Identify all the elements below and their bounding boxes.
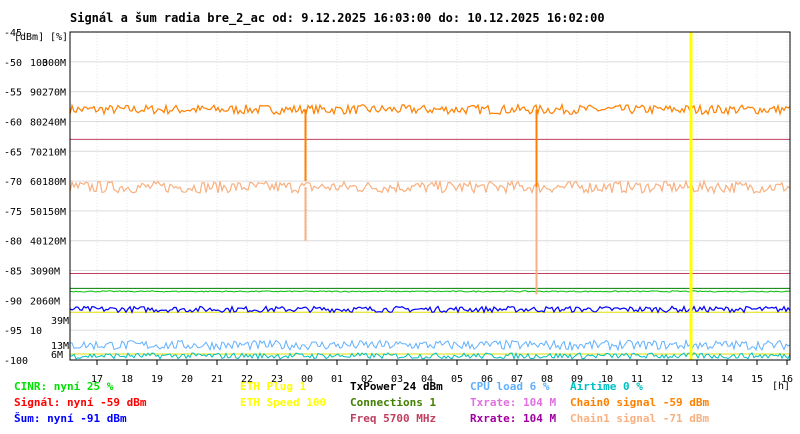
- plot-frame: [69, 31, 791, 361]
- percent-tick-label: 100: [30, 58, 48, 69]
- percent-tick-label: 40: [30, 237, 42, 248]
- percent-tick-label: 90: [30, 88, 42, 99]
- dbm-tick-label: -85: [4, 267, 22, 278]
- series-line: [69, 290, 791, 293]
- colored-rate-tick-label: 6M: [51, 350, 63, 361]
- percent-tick-label: 70: [30, 147, 42, 158]
- dbm-tick-label: -50: [4, 58, 22, 69]
- dbm-tick-label: -75: [4, 207, 22, 218]
- x-tick-label: 08: [541, 374, 553, 385]
- dbm-tick-label: -45: [4, 28, 22, 39]
- dbm-tick-label: -70: [4, 177, 22, 188]
- legend-item: Freq 5700 MHz: [350, 412, 437, 425]
- percent-tick-label: 10: [30, 326, 42, 337]
- legend-item: Chain1 signal -71 dBm: [570, 412, 710, 425]
- legend-item: Chain0 signal -59 dBm: [570, 396, 710, 409]
- x-tick-label: 18: [121, 374, 133, 385]
- plot-border: [69, 31, 791, 361]
- series-line: [69, 305, 791, 314]
- x-tick-label: 12: [661, 374, 673, 385]
- series-line: [69, 338, 791, 352]
- legend-item: TxPower 24 dBm: [350, 380, 443, 393]
- x-tick-label: 21: [211, 374, 223, 385]
- legend-item: Txrate: 104 M: [470, 396, 557, 409]
- x-tick-label: 05: [451, 374, 463, 385]
- x-tick-label: 23: [271, 374, 283, 385]
- x-tick-label: 06: [481, 374, 493, 385]
- x-tick-label: 01: [331, 374, 343, 385]
- x-tick-label: 07: [511, 374, 523, 385]
- x-tick-label: 09: [571, 374, 583, 385]
- rate-tick-label: 60M: [42, 296, 60, 307]
- series-line: [69, 179, 791, 195]
- x-tick-label: 11: [631, 374, 643, 385]
- rate-tick-label: 300M: [42, 58, 66, 69]
- percent-tick-label: 60: [30, 177, 42, 188]
- percent-unit-label: [%]: [50, 32, 68, 43]
- x-tick-label: 17: [91, 374, 103, 385]
- x-tick-label: 03: [391, 374, 403, 385]
- rate-tick-label: 180M: [42, 177, 66, 188]
- x-tick-label: 19: [151, 374, 163, 385]
- dbm-tick-label: -95: [4, 326, 22, 337]
- x-tick-label: 00: [301, 374, 313, 385]
- x-tick-label: 10: [601, 374, 613, 385]
- x-axis: 17 18 19 20 21 22 23 00 01 02 03 04 05 06 07 08 09 10 11 12…: [91, 360, 793, 385]
- dbm-tick-label: -65: [4, 147, 22, 158]
- legend-item: Connections 1: [350, 396, 437, 409]
- x-tick-label: 14: [721, 374, 733, 385]
- series-line: [69, 102, 791, 117]
- rate-tick-label: 210M: [42, 147, 66, 158]
- legend-item: Signál: nyní -59 dBm: [14, 396, 147, 409]
- legend-item: Šum: nyní -91 dBm: [14, 412, 127, 425]
- left-unit-label: [dBm]: [14, 32, 44, 43]
- series-group: [69, 32, 791, 361]
- plot-background: [70, 32, 790, 360]
- x-tick-label: 16: [781, 374, 793, 385]
- x-tick-label: 15: [751, 374, 763, 385]
- colored-rate-tick-label: 13M: [51, 341, 69, 352]
- legend-item: CPU load 6 %: [470, 380, 550, 393]
- percent-tick-label: 30: [30, 267, 42, 278]
- percent-tick-label: 80: [30, 117, 42, 128]
- rate-tick-label: 120M: [42, 237, 66, 248]
- rate-tick-label: 240M: [42, 117, 66, 128]
- x-tick-label: 22: [241, 374, 253, 385]
- colored-rate-tick-label: 39M: [51, 316, 69, 327]
- dbm-tick-label: -100: [4, 356, 28, 367]
- legend-item: Airtime 0 %: [570, 380, 643, 393]
- legend-item: ETH Speed 100: [240, 396, 327, 409]
- x-unit-label: [h]: [772, 381, 790, 392]
- x-tick-label: 02: [361, 374, 373, 385]
- rate-tick-label: 90M: [42, 267, 60, 278]
- dbm-tick-label: -55: [4, 88, 22, 99]
- percent-tick-label: 50: [30, 207, 42, 218]
- legend-item: ETH Plug 1: [240, 380, 307, 393]
- grid: [70, 31, 790, 361]
- legend-item: CINR: nyní 25 %: [14, 380, 114, 393]
- series-line: [69, 351, 791, 361]
- dbm-tick-label: -60: [4, 117, 22, 128]
- rate-tick-label: 270M: [42, 88, 66, 99]
- dbm-tick-label: -90: [4, 296, 22, 307]
- chart-title: Signál a šum radia bre_2_ac od: 9.12.202…: [70, 11, 605, 26]
- rate-tick-label: 150M: [42, 207, 66, 218]
- x-tick-label: 04: [421, 374, 433, 385]
- legend-item: Rxrate: 104 M: [470, 412, 557, 425]
- percent-tick-label: 20: [30, 296, 42, 307]
- dbm-tick-label: -80: [4, 237, 22, 248]
- x-tick-label: 13: [691, 374, 703, 385]
- x-tick-label: 20: [181, 374, 193, 385]
